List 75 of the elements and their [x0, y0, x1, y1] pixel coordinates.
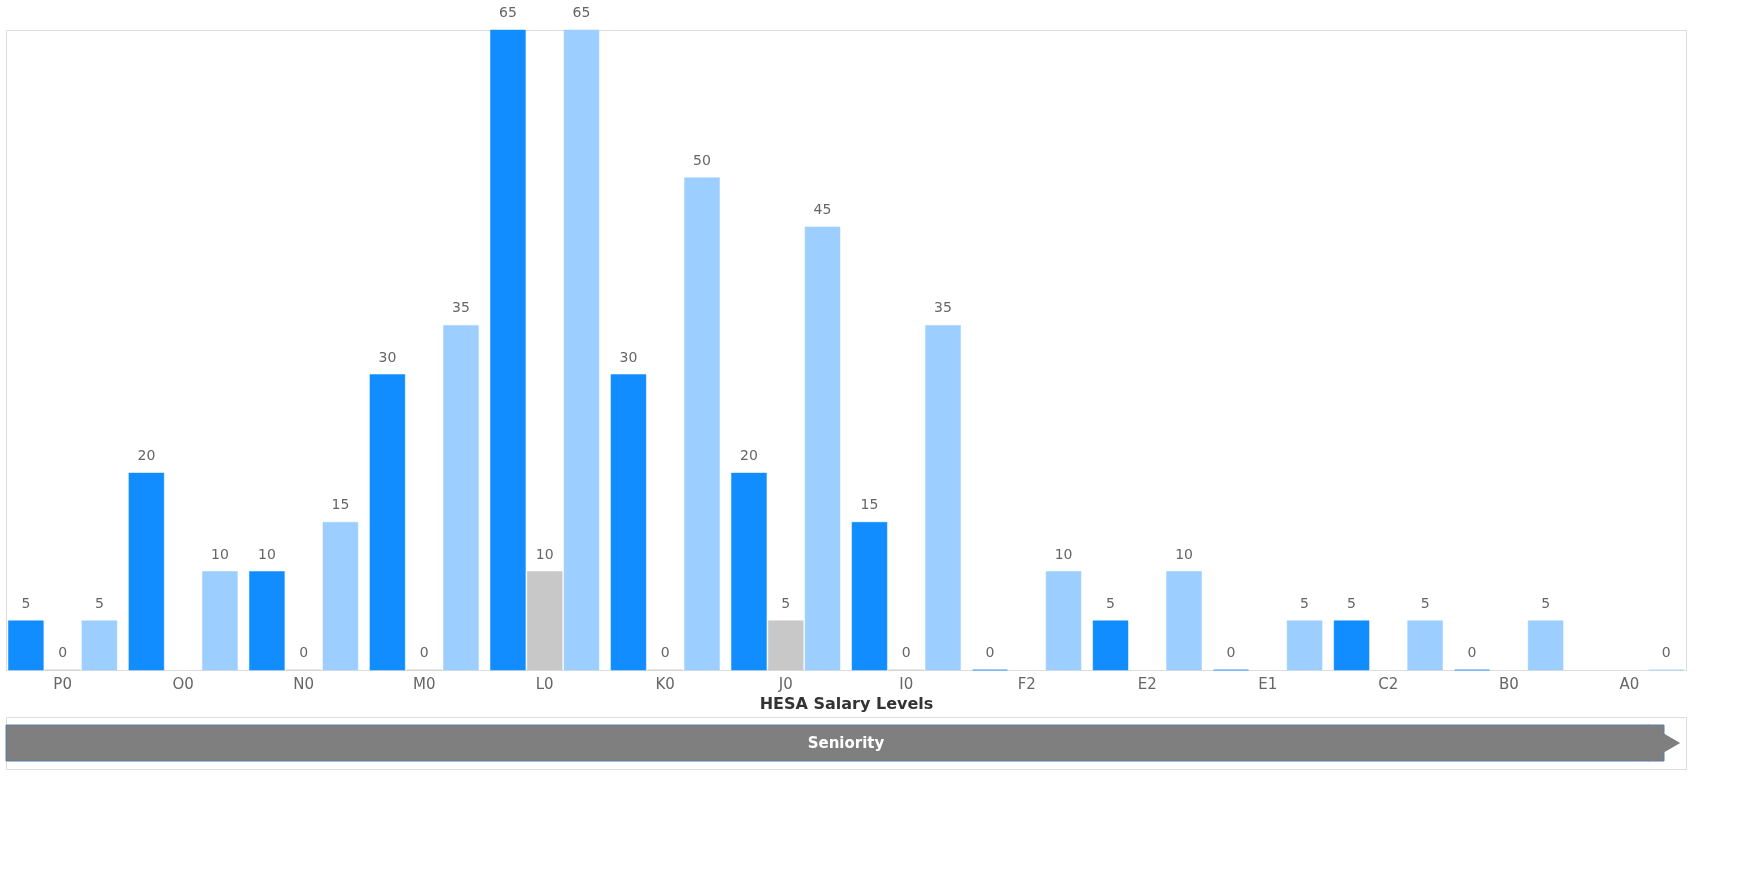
data-label: 65	[499, 4, 517, 20]
bar	[369, 374, 406, 671]
data-label: 5	[1541, 594, 1551, 611]
data-label: 45	[813, 200, 832, 217]
x-tick-label: P0	[53, 674, 72, 693]
bar	[490, 29, 526, 671]
x-tick-label: M0	[412, 674, 436, 693]
data-label: 5	[1300, 594, 1310, 611]
data-label: 50	[693, 151, 711, 168]
data-label: 10	[211, 545, 229, 562]
data-label: 10	[257, 545, 276, 562]
x-tick-label: L0	[535, 674, 554, 693]
data-label: 0	[1226, 644, 1236, 660]
bar	[1092, 620, 1129, 671]
bar	[1527, 620, 1564, 671]
data-label: 5	[1106, 594, 1115, 611]
bar	[322, 522, 359, 671]
data-label: 30	[378, 348, 397, 365]
data-label: 0	[58, 644, 68, 660]
x-tick-label: E2	[1137, 674, 1157, 693]
data-label: 5	[94, 594, 104, 611]
bar	[851, 522, 888, 671]
bar	[526, 571, 563, 671]
x-tick-label: K0	[655, 674, 675, 693]
x-tick-label: N0	[293, 674, 315, 693]
x-tick-label: A0	[1619, 674, 1640, 693]
bar	[443, 325, 479, 671]
data-label: 35	[452, 299, 470, 316]
data-label: 30	[619, 348, 638, 365]
data-label: 10	[1054, 545, 1073, 562]
data-label: 0	[1467, 644, 1477, 660]
x-tick-label: F2	[1017, 674, 1036, 693]
data-label: 15	[331, 496, 350, 513]
bar	[81, 620, 118, 671]
data-label: 20	[740, 447, 758, 464]
data-label: 5	[1347, 594, 1357, 611]
data-label: 5	[1420, 594, 1430, 611]
x-tick-label: O0	[172, 674, 194, 693]
bar	[804, 226, 841, 671]
data-label: 65	[572, 4, 591, 20]
bar	[563, 29, 600, 671]
data-label: 35	[934, 299, 952, 316]
x-tick-label: J0	[777, 674, 793, 693]
bar	[1407, 620, 1443, 671]
data-label: 0	[985, 644, 995, 660]
data-label: 20	[137, 447, 156, 464]
bar	[684, 177, 720, 671]
text: Seniority	[807, 734, 885, 752]
bar	[768, 620, 804, 671]
bar	[610, 374, 647, 671]
data-label: 0	[419, 644, 429, 660]
data-label: 5	[781, 594, 791, 611]
data-label: 10	[535, 545, 554, 562]
x-tick-label: E1	[1258, 674, 1278, 693]
bar	[202, 571, 238, 671]
bar	[8, 620, 44, 671]
data-label: 0	[299, 644, 309, 660]
bar	[925, 325, 961, 671]
bar	[731, 472, 767, 671]
x-tick-label: I0	[899, 674, 914, 693]
x-axis-title: HESA Salary Levels	[759, 693, 934, 713]
x-tick-label: B0	[1498, 674, 1519, 693]
bar	[1045, 571, 1082, 671]
data-label: 10	[1175, 545, 1193, 562]
data-label: 15	[860, 496, 879, 513]
bar	[128, 472, 165, 671]
data-label: 0	[1661, 644, 1671, 660]
data-label: 0	[660, 644, 670, 660]
bar	[249, 571, 285, 671]
bar	[1166, 571, 1202, 671]
data-label: 5	[21, 594, 31, 611]
bar	[1333, 620, 1370, 671]
data-label: 0	[901, 644, 911, 660]
x-tick-label: C2	[1378, 674, 1399, 693]
bar	[1286, 620, 1323, 671]
